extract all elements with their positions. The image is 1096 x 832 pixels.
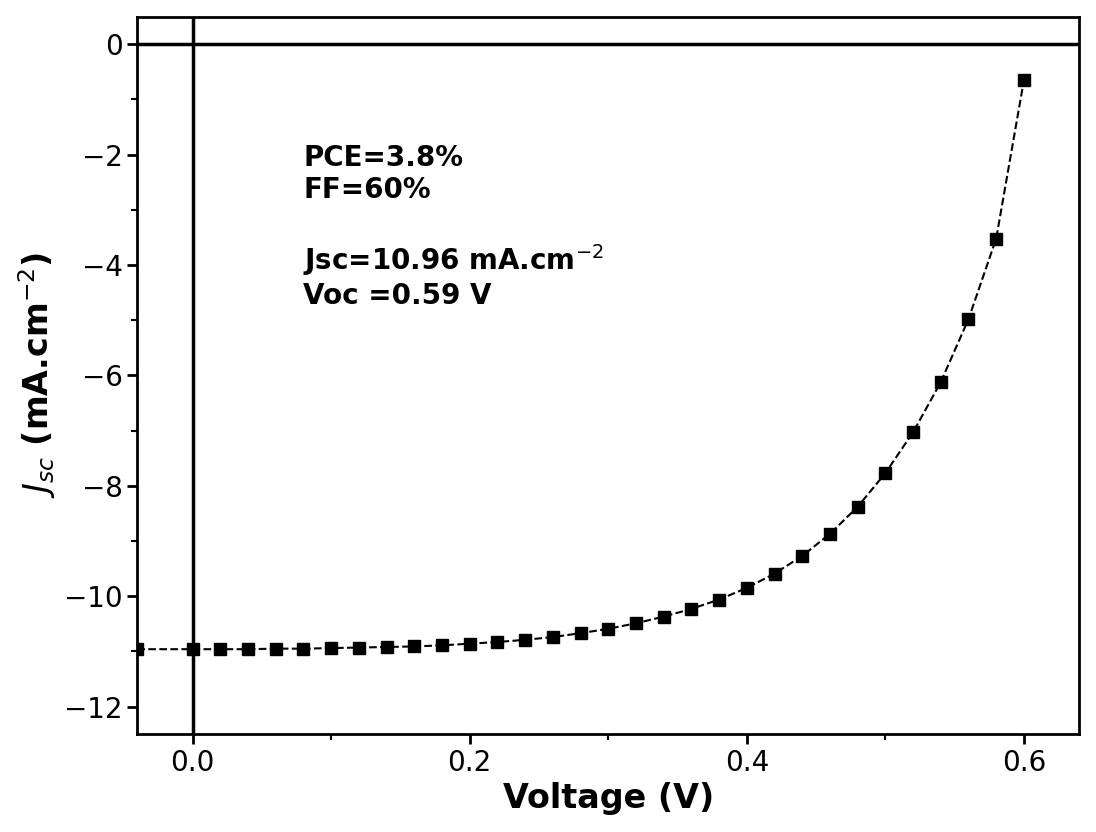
Text: PCE=3.8%
FF=60%

Jsc=10.96 mA.cm$^{-2}$
Voc =0.59 V: PCE=3.8% FF=60% Jsc=10.96 mA.cm$^{-2}$ V… — [304, 144, 604, 310]
Y-axis label: $J_{sc}$ (mA.cm$^{-2}$): $J_{sc}$ (mA.cm$^{-2}$) — [16, 252, 58, 498]
X-axis label: Voltage (V): Voltage (V) — [503, 782, 713, 815]
